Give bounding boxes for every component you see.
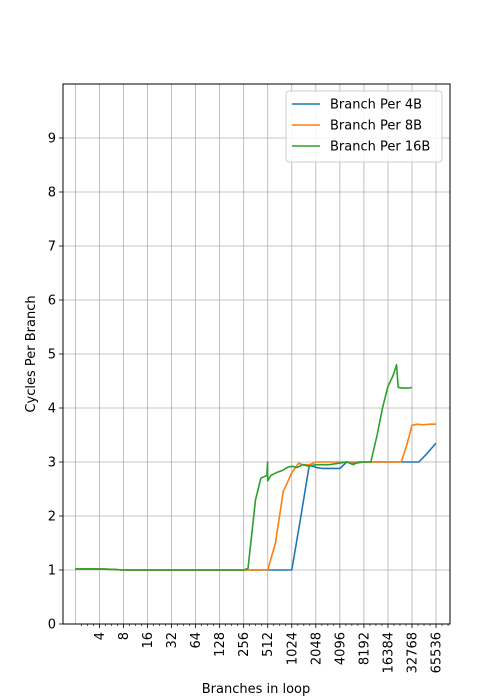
x-tick-label: 32 bbox=[165, 632, 180, 649]
y-tick-label: 2 bbox=[48, 510, 56, 525]
x-tick-label: 2048 bbox=[309, 632, 324, 665]
legend-label: Branch Per 4B bbox=[330, 98, 422, 113]
y-tick-label: 0 bbox=[48, 618, 56, 633]
x-tick-label: 4 bbox=[93, 632, 108, 640]
x-tick-label: 8 bbox=[117, 632, 132, 640]
legend: Branch Per 4B Branch Per 8B Branch Per 16B bbox=[285, 90, 443, 163]
x-tick-label: 16384 bbox=[381, 632, 396, 673]
y-tick-label: 8 bbox=[48, 186, 56, 201]
x-tick-label: 4096 bbox=[333, 632, 348, 665]
y-tick-label: 5 bbox=[48, 348, 56, 363]
y-axis-label: Cycles Per Branch bbox=[24, 295, 39, 412]
x-tick-label: 16 bbox=[141, 632, 156, 649]
legend-label: Branch Per 8B bbox=[330, 119, 422, 134]
x-tick-label: 128 bbox=[213, 632, 228, 657]
legend-label: Branch Per 16B bbox=[330, 140, 430, 155]
legend-frame bbox=[285, 90, 443, 163]
y-tick-label: 3 bbox=[48, 456, 56, 471]
x-tick-label: 64 bbox=[189, 632, 204, 649]
x-tick-label: 8192 bbox=[357, 632, 372, 665]
x-tick-label: 32768 bbox=[405, 632, 420, 673]
x-axis-label: Branches in loop bbox=[202, 682, 311, 697]
series-line-3 bbox=[75, 364, 413, 571]
series-layer bbox=[75, 364, 437, 571]
y-tick-label: 4 bbox=[48, 402, 56, 417]
y-tick-label: 9 bbox=[48, 132, 56, 147]
y-tick-label: 7 bbox=[48, 240, 56, 255]
y-tick-label: 6 bbox=[48, 294, 56, 309]
x-tick-label: 512 bbox=[261, 632, 276, 657]
x-tick-label: 1024 bbox=[285, 632, 300, 665]
y-axis: 0 1 2 3 4 5 6 7 8 9 bbox=[48, 132, 63, 633]
x-tick-label: 65536 bbox=[430, 632, 445, 673]
y-tick-label: 1 bbox=[48, 564, 56, 579]
x-tick-label: 256 bbox=[237, 632, 252, 657]
x-axis: 4 8 16 32 64 128 256 512 1024 2048 4096 8192 16384 32… bbox=[81, 624, 449, 673]
